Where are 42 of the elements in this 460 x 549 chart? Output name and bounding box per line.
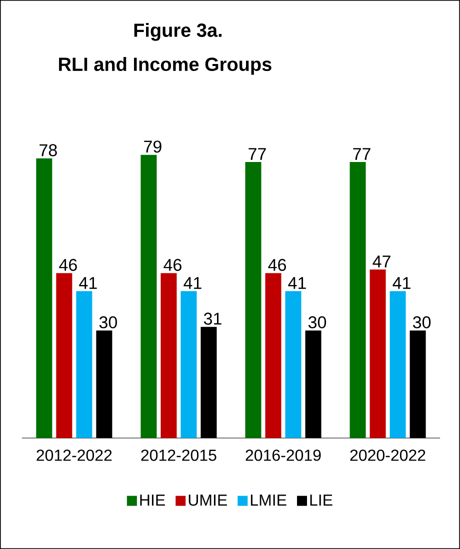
bar <box>265 273 282 438</box>
x-tick-label: 2020-2022 <box>350 450 426 461</box>
data-label: 77 <box>353 148 370 160</box>
bar <box>36 158 52 438</box>
data-label: 46 <box>268 258 286 271</box>
bar <box>140 154 157 438</box>
data-label: 41 <box>288 277 306 289</box>
bar <box>410 330 426 438</box>
bar <box>180 291 197 438</box>
bar <box>285 291 302 438</box>
bar <box>245 162 262 438</box>
bar <box>96 330 112 438</box>
legend-label: LIE <box>310 494 332 506</box>
chart-title: Figure 3a. <box>134 23 222 41</box>
bar <box>305 330 322 438</box>
chart-subtitle: RLI and Income Groups <box>59 57 272 75</box>
legend-label: LMIE <box>250 494 286 506</box>
bar <box>390 291 406 438</box>
data-label: 78 <box>40 144 57 156</box>
bar <box>56 273 72 438</box>
data-label: 77 <box>248 148 266 160</box>
bar <box>76 291 92 438</box>
data-label: 47 <box>372 256 390 268</box>
data-label: 31 <box>204 312 222 325</box>
bar <box>160 273 177 438</box>
legend-label: UMIE <box>188 494 227 506</box>
bar <box>200 326 217 438</box>
data-label: 46 <box>59 258 77 271</box>
data-label: 30 <box>308 316 326 328</box>
data-label: 30 <box>99 316 117 328</box>
x-tick-label: 2012-2022 <box>36 450 112 461</box>
bar <box>350 162 366 438</box>
bar <box>370 270 386 438</box>
x-tick-label: 2012-2015 <box>141 450 216 461</box>
data-label: 41 <box>79 277 97 289</box>
data-label: 46 <box>164 258 182 271</box>
data-label: 30 <box>413 316 431 328</box>
data-label: 79 <box>144 140 162 153</box>
x-tick-label: 2016-2019 <box>246 450 321 461</box>
data-label: 41 <box>392 277 410 289</box>
data-label: 41 <box>184 277 202 289</box>
legend-label: HIE <box>140 494 165 506</box>
